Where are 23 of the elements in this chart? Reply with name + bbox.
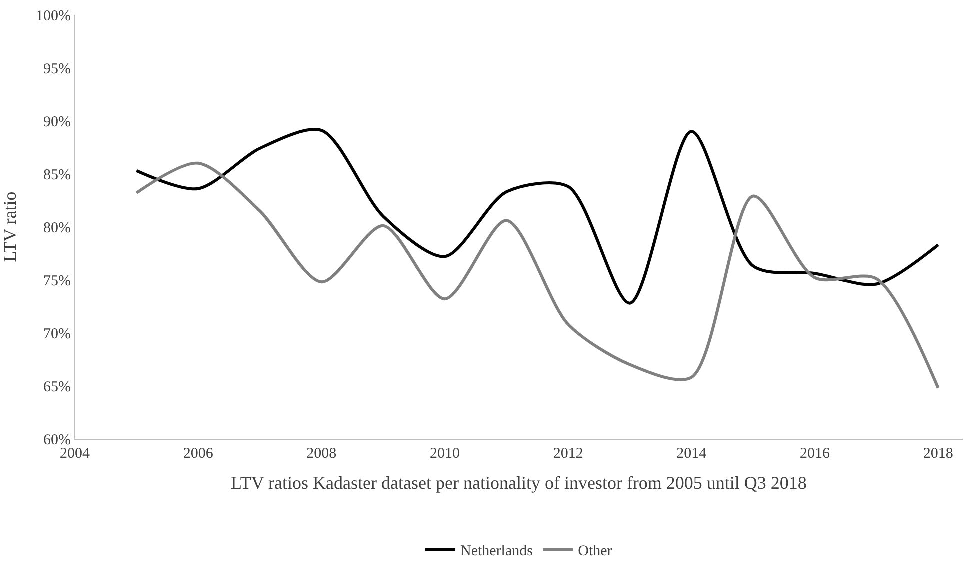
y-tick-label: 80% bbox=[44, 220, 71, 236]
y-tick-label: 65% bbox=[44, 379, 71, 396]
line-series bbox=[135, 162, 940, 390]
x-axis-title: LTV ratios Kadaster dataset per nationality of investor from 2005 until Q3 2018 bbox=[231, 473, 807, 494]
legend-label: Netherlands bbox=[460, 544, 534, 560]
x-tick-label: 2016 bbox=[800, 446, 830, 462]
y-axis-title: LTV ratio bbox=[0, 192, 20, 262]
x-tick-label: 2004 bbox=[60, 446, 90, 462]
legend-label: Other bbox=[578, 544, 612, 560]
y-tick-label: 100% bbox=[36, 8, 71, 24]
x-tick-label: 2012 bbox=[553, 446, 584, 462]
x-tick-label: 2010 bbox=[430, 446, 460, 462]
y-tick-label: 60% bbox=[44, 432, 71, 448]
y-tick-label: 70% bbox=[44, 326, 71, 342]
line-series bbox=[135, 128, 940, 305]
x-tick-label: 2018 bbox=[923, 446, 954, 462]
x-tick-label: 2008 bbox=[306, 446, 337, 462]
y-tick-label: 90% bbox=[44, 114, 71, 130]
y-tick-label: 75% bbox=[44, 273, 71, 290]
x-tick-label: 2006 bbox=[183, 446, 214, 462]
y-tick-label: 85% bbox=[44, 167, 71, 184]
y-tick-label: 95% bbox=[44, 61, 71, 78]
x-tick-label: 2014 bbox=[676, 446, 708, 462]
